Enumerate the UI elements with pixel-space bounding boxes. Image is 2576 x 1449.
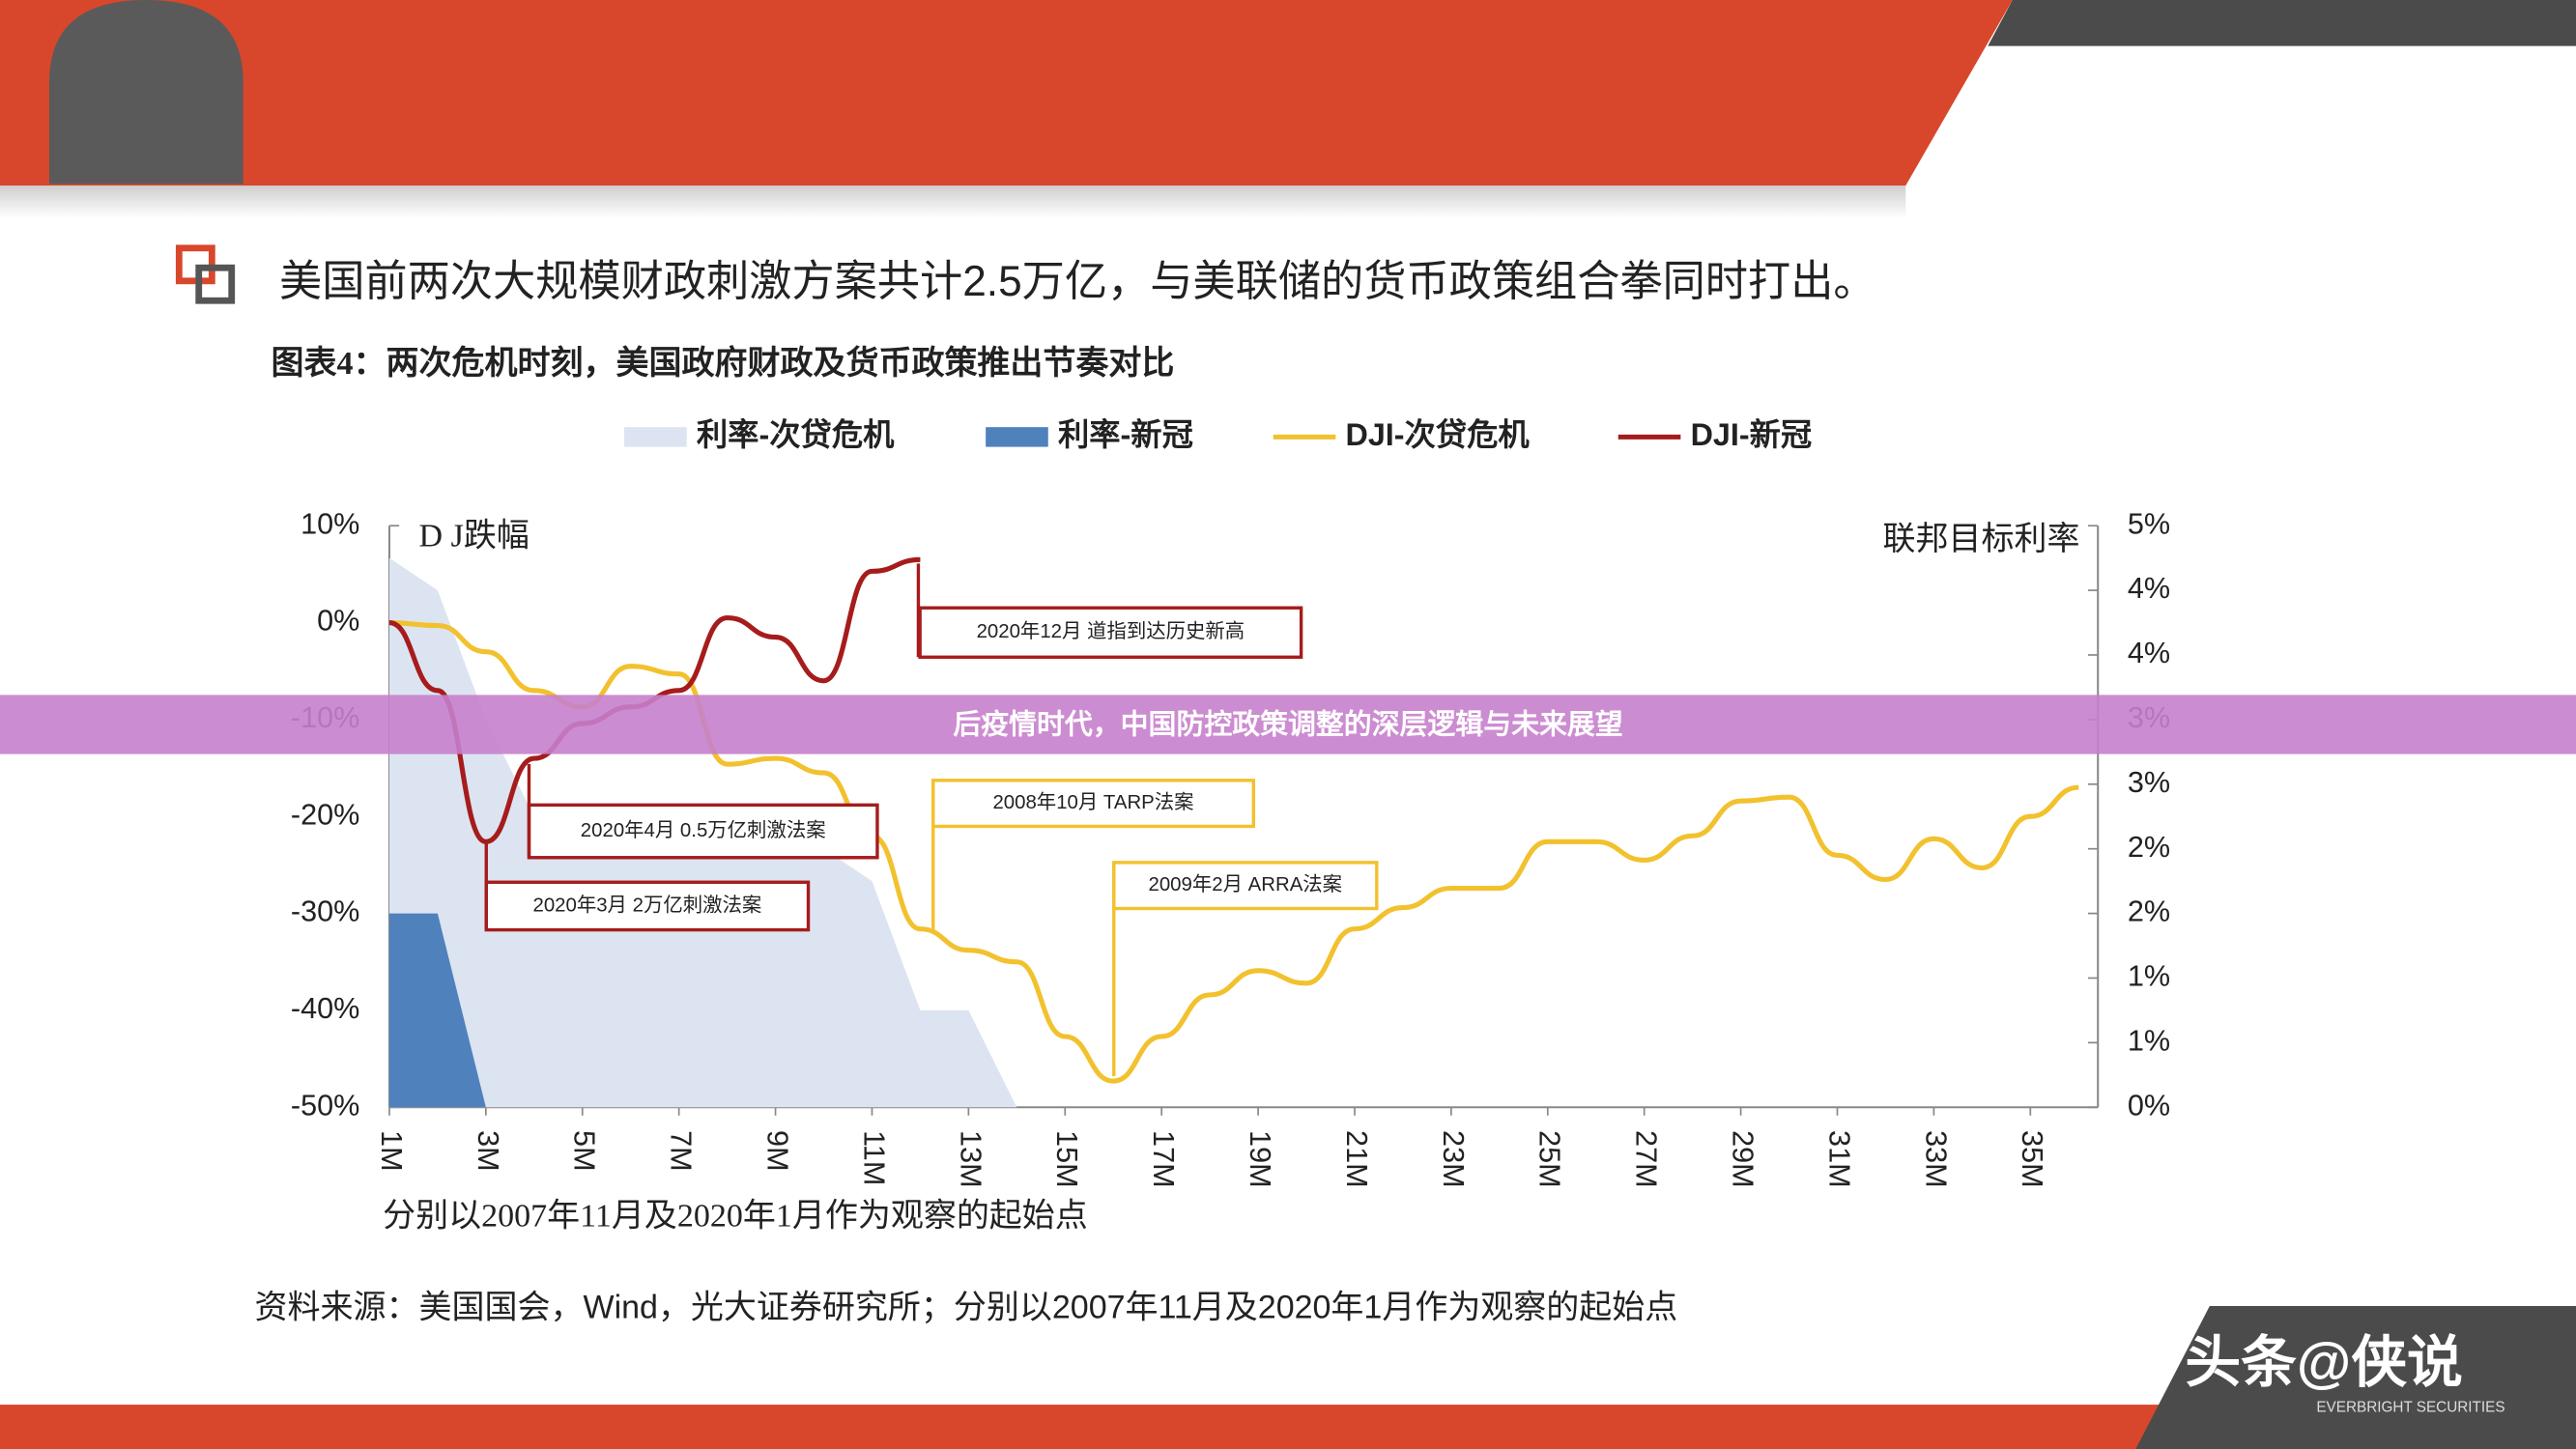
y-tick-label: -40% <box>291 992 359 1025</box>
y2-tick-label: 2% <box>2128 831 2170 864</box>
x-tick-label: 27M <box>1630 1130 1663 1188</box>
y2-tick-label: 3% <box>2128 766 2170 799</box>
y-tick-label: -30% <box>291 895 359 928</box>
annotation-box <box>484 880 811 932</box>
x-tick-label: 11M <box>857 1130 890 1185</box>
watermark: 头条@侠说 <box>2185 1332 2463 1394</box>
annotation-text: 2009年2月 ARRA法案 <box>1149 873 1343 895</box>
annotation-text: 2020年4月 0.5万亿刺激法案 <box>581 819 826 841</box>
legend-swatch <box>624 427 687 447</box>
watermark-sub: EVERBRIGHT SECURITIES <box>2316 1400 2504 1416</box>
y2-tick-label: 4% <box>2128 572 2170 605</box>
banner <box>0 695 2576 754</box>
y2-axis-label: 联邦目标利率 <box>1883 521 2080 557</box>
x-tick-label: 21M <box>1340 1130 1373 1188</box>
heading-icon <box>175 244 236 304</box>
x-tick-label: 13M <box>954 1130 987 1188</box>
y2-tick-label: 1% <box>2128 1024 2170 1057</box>
x-tick-label: 31M <box>1822 1130 1855 1188</box>
annotation-box <box>1112 861 1379 911</box>
x-tick-label: 9M <box>760 1130 793 1172</box>
y2-tick-label: 0% <box>2128 1089 2170 1122</box>
header-shadow <box>0 185 1906 219</box>
y-tick-label: 10% <box>301 507 359 540</box>
y-tick-label: -20% <box>291 798 359 831</box>
legend-label: DJI-新冠 <box>1691 417 1813 452</box>
annotation-text: 2020年12月 道指到达历史新高 <box>977 620 1245 642</box>
x-tick-label: 5M <box>568 1130 601 1172</box>
chart-title: 图表4：两次危机时刻，美国政府财政及货币政策推出节奏对比 <box>272 344 1175 382</box>
area <box>388 913 486 1108</box>
x-tick-label: 35M <box>2016 1130 2048 1188</box>
annotation-text: 2020年3月 2万亿刺激法案 <box>532 894 761 916</box>
header-band <box>0 0 2013 186</box>
y2-tick-label: 4% <box>2128 637 2170 669</box>
x-tick-label: 1M <box>375 1130 408 1172</box>
legend-label: 利率-次贷危机 <box>697 417 895 452</box>
annotation-box <box>918 606 1303 659</box>
slide-heading: 美国前两次大规模财政刺激方案共计2.5万亿，与美联储的货币政策组合拳同时打出。 <box>279 258 1876 305</box>
legend-label: DJI-次贷危机 <box>1346 417 1531 452</box>
header-tab <box>49 0 243 185</box>
legend-label: 利率-新冠 <box>1058 417 1193 452</box>
x-tick-label: 25M <box>1533 1130 1566 1188</box>
x-tick-label: 15M <box>1050 1130 1083 1188</box>
x-axis-label: 分别以2007年11月及2020年1月作为观察的起始点 <box>383 1198 1088 1235</box>
y-tick-label: 0% <box>317 605 359 638</box>
y-tick-label: -50% <box>291 1089 359 1122</box>
area <box>388 557 1017 1108</box>
x-tick-label: 3M <box>472 1130 504 1172</box>
y-axis-label: D J跌幅 <box>419 518 530 554</box>
y2-tick-label: 2% <box>2128 895 2170 928</box>
source-note: 资料来源：美国国会，Wind，光大证券研究所；分别以2007年11月及2020年… <box>255 1289 1678 1325</box>
x-tick-label: 23M <box>1437 1130 1470 1188</box>
x-tick-label: 29M <box>1727 1130 1760 1188</box>
line <box>388 620 2079 1084</box>
legend-swatch <box>986 427 1048 447</box>
x-tick-label: 17M <box>1147 1130 1180 1188</box>
annotation-box <box>527 803 879 860</box>
banner-text: 后疫情时代，中国防控政策调整的深层逻辑与未来展望 <box>953 708 1622 740</box>
x-tick-label: 7M <box>665 1130 698 1172</box>
chart: 10%0%-10%-20%-30%-40%-50%5%4%4%3%3%2%2%1… <box>291 417 2170 1235</box>
y2-tick-label: 5% <box>2128 507 2170 540</box>
footer-dark-band <box>2135 1306 2576 1449</box>
y2-tick-label: 1% <box>2128 960 2170 993</box>
x-tick-label: 19M <box>1244 1130 1276 1188</box>
annotation-text: 2008年10月 TARP法案 <box>992 791 1193 813</box>
x-tick-label: 33M <box>1919 1130 1952 1188</box>
header-dark-band <box>1988 0 2576 46</box>
